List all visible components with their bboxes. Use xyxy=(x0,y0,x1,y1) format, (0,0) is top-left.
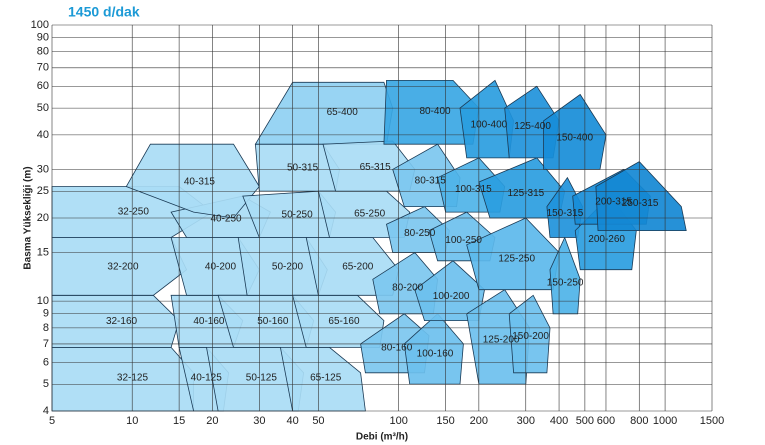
region-label: 40-200 xyxy=(205,262,237,273)
region-label: 65-200 xyxy=(342,262,374,273)
y-tick-label: 10 xyxy=(37,295,49,307)
x-tick-label: 1500 xyxy=(700,415,724,427)
x-tick-label: 5 xyxy=(49,415,55,427)
y-tick-label: 6 xyxy=(43,356,49,368)
x-tick-label: 50 xyxy=(312,415,324,427)
region-label: 40-250 xyxy=(210,214,242,225)
region-label: 100-200 xyxy=(433,291,470,302)
y-tick-label: 7 xyxy=(43,338,49,350)
region-label: 40-315 xyxy=(184,177,216,188)
x-tick-label: 500 xyxy=(576,415,594,427)
region-label: 125-400 xyxy=(514,121,551,132)
region-label: 150-250 xyxy=(547,277,584,288)
region xyxy=(546,176,583,238)
y-tick-label: 30 xyxy=(37,163,49,175)
y-tick-label: 100 xyxy=(31,19,49,31)
region-label: 200-260 xyxy=(588,234,625,245)
region-label: 50-200 xyxy=(272,262,304,273)
x-axis-label: Debi (m³/h) xyxy=(356,432,408,443)
y-tick-label: 90 xyxy=(37,32,49,44)
region-label: 100-315 xyxy=(455,184,492,195)
region-label: 80-200 xyxy=(392,282,424,293)
x-tick-label: 300 xyxy=(517,415,535,427)
region-label: 125-200 xyxy=(483,335,520,346)
region-label: 150-200 xyxy=(512,331,549,342)
y-tick-label: 8 xyxy=(43,322,49,334)
region-label: 150-400 xyxy=(556,132,593,143)
y-tick-label: 80 xyxy=(37,46,49,58)
x-tick-label: 150 xyxy=(436,415,454,427)
region-label: 32-160 xyxy=(106,316,138,327)
x-tick-label: 600 xyxy=(597,415,615,427)
region-label: 250-315 xyxy=(622,198,659,209)
region xyxy=(595,161,687,232)
y-tick-label: 70 xyxy=(37,62,49,74)
region-label: 100-250 xyxy=(445,235,482,246)
region-label: 50-125 xyxy=(246,373,278,384)
x-tick-label: 1000 xyxy=(653,415,677,427)
region xyxy=(383,80,480,145)
region-label: 125-250 xyxy=(498,254,535,265)
region-label: 125-315 xyxy=(508,188,545,199)
region-label: 80-160 xyxy=(381,342,413,353)
labels: 32-125 32-160 32-200 32-250 40-125 40-160 40-2… xyxy=(31,19,725,427)
region-label: 40-160 xyxy=(193,316,225,327)
x-tick-label: 40 xyxy=(286,415,298,427)
grid xyxy=(51,24,713,412)
y-tick-label: 20 xyxy=(37,212,49,224)
region-label: 40-125 xyxy=(191,373,223,384)
y-tick-label: 5 xyxy=(43,378,49,390)
region-label: 65-125 xyxy=(310,373,342,384)
y-tick-label: 50 xyxy=(37,102,49,114)
region-label: 32-125 xyxy=(117,373,149,384)
y-axis-label: Basma Yüksekliği (m) xyxy=(23,166,34,269)
region-label: 80-315 xyxy=(415,176,447,187)
region-label: 200-315 xyxy=(595,197,632,208)
y-tick-label: 9 xyxy=(43,308,49,320)
y-tick-label: 4 xyxy=(43,405,49,417)
region-label: 150-315 xyxy=(547,208,584,219)
y-tick-label: 25 xyxy=(37,185,49,197)
x-tick-label: 200 xyxy=(470,415,488,427)
region-label: 50-315 xyxy=(287,163,319,174)
x-tick-label: 800 xyxy=(630,415,648,427)
chart-title: 1450 d/dak xyxy=(68,4,140,20)
region-label: 32-250 xyxy=(118,207,150,218)
x-tick-label: 15 xyxy=(173,415,185,427)
x-tick-label: 400 xyxy=(550,415,568,427)
region-label: 32-200 xyxy=(107,262,139,273)
region-label: 65-250 xyxy=(354,209,386,220)
x-tick-label: 100 xyxy=(389,415,407,427)
regions xyxy=(51,79,687,412)
region-label: 80-400 xyxy=(419,106,451,117)
region-label: 50-250 xyxy=(282,210,314,221)
region-label: 65-400 xyxy=(327,107,359,118)
region-label: 50-160 xyxy=(257,316,289,327)
region xyxy=(459,79,515,159)
region-label: 65-160 xyxy=(328,316,360,327)
y-tick-label: 60 xyxy=(37,80,49,92)
x-tick-label: 20 xyxy=(206,415,218,427)
region-label: 80-250 xyxy=(404,228,436,239)
region xyxy=(508,294,551,374)
y-tick-label: 15 xyxy=(37,246,49,258)
x-tick-label: 30 xyxy=(253,415,265,427)
y-tick-label: 40 xyxy=(37,129,49,141)
x-tick-label: 10 xyxy=(126,415,138,427)
region-label: 65-315 xyxy=(360,162,392,173)
region-label: 100-400 xyxy=(471,120,508,131)
region-label: 100-160 xyxy=(417,349,454,360)
